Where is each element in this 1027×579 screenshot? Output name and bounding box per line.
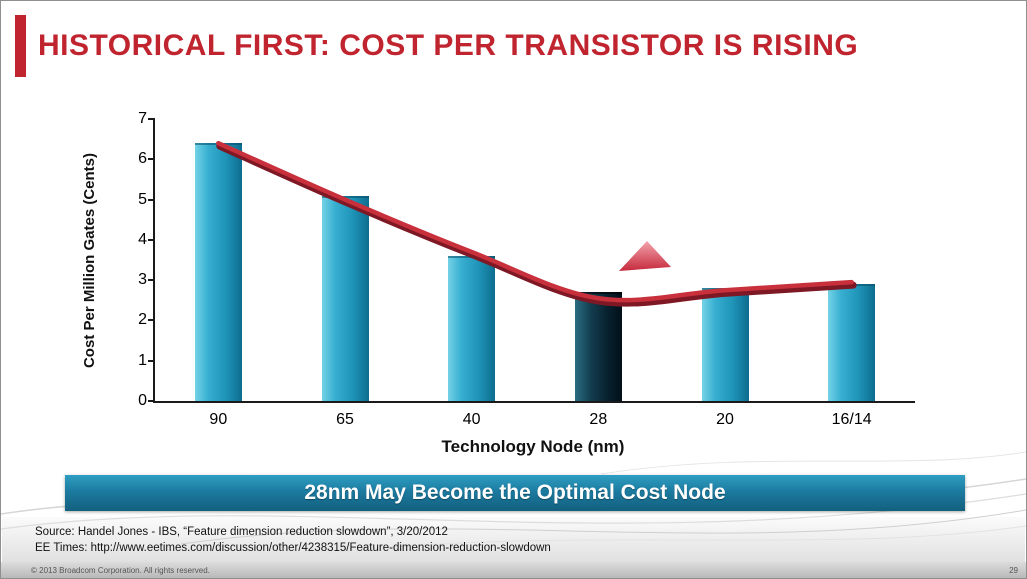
x-tick-label: 90 [209, 411, 228, 428]
x-tick-label: 16/14 [831, 411, 872, 428]
plot-area: 0 1 2 3 4 5 6 7 90 65 40 28 20 16/14 [138, 110, 915, 428]
page-title: HISTORICAL FIRST: COST PER TRANSISTOR IS… [38, 29, 859, 62]
x-tick-label: 20 [716, 411, 734, 428]
banner: 28nm May Become the Optimal Cost Node [65, 475, 965, 511]
y-tick-mark [148, 198, 155, 201]
footer-bar: © 2013 Broadcom Corporation. All rights … [1, 562, 1026, 578]
x-axis-title: Technology Node (nm) [441, 437, 625, 456]
page-number: 29 [1009, 565, 1018, 575]
y-tick-label: 2 [138, 311, 147, 329]
y-axis-title: Cost Per Million Gates (Cents) [81, 152, 99, 368]
trend-line [216, 140, 854, 303]
y-tick-mark [148, 158, 155, 161]
bar-20 [701, 288, 749, 401]
y-tick-label: 3 [138, 271, 147, 289]
y-tick-label: 7 [138, 110, 147, 127]
y-axis-title-wrap: Cost Per Million Gates (Cents) [73, 119, 107, 401]
y-tick-label: 6 [138, 150, 147, 168]
y-tick-mark [148, 238, 155, 241]
y-tick-mark [148, 319, 155, 322]
source-block: Source: Handel Jones - IBS, “Feature dim… [35, 524, 551, 556]
x-tick-label: 28 [589, 411, 608, 428]
y-tick-label: 5 [138, 190, 147, 208]
title-row: HISTORICAL FIRST: COST PER TRANSISTOR IS… [15, 15, 858, 77]
y-tick-mark [148, 118, 155, 120]
bar-90 [194, 143, 242, 401]
copyright-text: © 2013 Broadcom Corporation. All rights … [31, 565, 210, 575]
bar-16-14 [828, 284, 876, 401]
banner-text: 28nm May Become the Optimal Cost Node [304, 481, 726, 504]
y-tick-label: 0 [138, 392, 147, 409]
highlight-arrow-icon [619, 241, 671, 271]
title-accent-bar [15, 15, 26, 77]
source-line-1: Source: Handel Jones - IBS, “Feature dim… [35, 526, 448, 538]
y-tick-label: 1 [138, 351, 147, 369]
y-tick-mark [148, 359, 155, 362]
trend-overlay [216, 140, 857, 307]
x-tick-label: 40 [462, 411, 481, 428]
bar-28 [574, 292, 622, 401]
y-tick-label: 4 [138, 230, 147, 248]
bar-65 [321, 195, 369, 401]
source-line-2: EE Times: http://www.eetimes.com/discuss… [35, 542, 551, 554]
y-tick-mark [148, 400, 155, 402]
x-tick-label: 65 [336, 411, 354, 428]
bottom-gray-band [2, 517, 1025, 564]
y-tick-mark [148, 279, 155, 282]
